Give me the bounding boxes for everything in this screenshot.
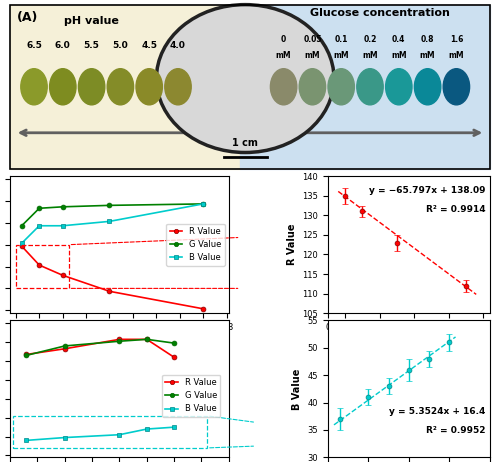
Ellipse shape xyxy=(136,69,162,105)
Text: 1 cm: 1 cm xyxy=(232,138,258,147)
Bar xyxy=(10,5,240,169)
Line: B Value: B Value xyxy=(24,425,176,443)
B Value xyxy=(106,219,112,224)
B Value xyxy=(24,438,30,443)
Line: G Value: G Value xyxy=(20,201,206,228)
Y-axis label: R Value: R Value xyxy=(286,224,296,266)
R Value xyxy=(24,352,30,357)
Text: 4.5: 4.5 xyxy=(141,41,157,50)
G Value xyxy=(106,203,112,208)
Line: B Value: B Value xyxy=(20,201,206,246)
G Value xyxy=(24,353,30,358)
Text: 0.4: 0.4 xyxy=(392,35,406,43)
Ellipse shape xyxy=(21,69,47,105)
G Value xyxy=(36,206,43,211)
B Value xyxy=(62,435,68,440)
Ellipse shape xyxy=(414,69,441,105)
Text: (A): (A) xyxy=(17,11,38,24)
G Value xyxy=(60,204,66,210)
Text: 5.0: 5.0 xyxy=(112,41,128,50)
Ellipse shape xyxy=(50,69,76,105)
R Value xyxy=(36,262,43,268)
Line: R Value: R Value xyxy=(20,244,206,311)
Ellipse shape xyxy=(156,5,334,152)
G Value xyxy=(116,339,122,344)
R Value xyxy=(200,306,206,311)
Text: mM: mM xyxy=(334,51,349,60)
Line: G Value: G Value xyxy=(24,337,176,358)
Text: mM: mM xyxy=(304,51,320,60)
Text: Glucose concentration: Glucose concentration xyxy=(310,8,450,18)
Legend: R Value, G Value, B Value: R Value, G Value, B Value xyxy=(166,224,224,266)
G Value xyxy=(200,201,206,207)
Text: 6.0: 6.0 xyxy=(55,41,70,50)
Text: 5.5: 5.5 xyxy=(84,41,100,50)
Text: 0: 0 xyxy=(281,35,286,43)
Ellipse shape xyxy=(270,69,297,105)
Bar xyxy=(240,5,490,169)
Ellipse shape xyxy=(328,69,354,105)
Text: 6.5: 6.5 xyxy=(26,41,42,50)
Bar xyxy=(16,245,68,288)
Ellipse shape xyxy=(107,69,134,105)
G Value xyxy=(171,340,177,346)
G Value xyxy=(144,337,150,342)
Text: y = −65.797x + 138.09: y = −65.797x + 138.09 xyxy=(368,186,485,195)
Text: 0.1: 0.1 xyxy=(334,35,348,43)
Text: 0.8: 0.8 xyxy=(421,35,434,43)
Ellipse shape xyxy=(386,69,412,105)
Ellipse shape xyxy=(78,69,105,105)
B Value xyxy=(116,432,122,438)
Ellipse shape xyxy=(299,69,326,105)
Text: 1.6: 1.6 xyxy=(450,35,463,43)
B Value xyxy=(36,223,43,229)
G Value xyxy=(18,223,24,229)
Text: 0.2: 0.2 xyxy=(364,35,376,43)
Bar xyxy=(12,416,207,448)
Ellipse shape xyxy=(443,69,469,105)
Text: 0.05: 0.05 xyxy=(303,35,322,43)
Text: R² = 0.9914: R² = 0.9914 xyxy=(426,205,485,214)
R Value xyxy=(18,243,24,249)
Legend: R Value, G Value, B Value: R Value, G Value, B Value xyxy=(162,375,220,417)
Text: mM: mM xyxy=(391,51,406,60)
R Value xyxy=(144,337,150,342)
X-axis label: Glucose concentration (mM): Glucose concentration (mM) xyxy=(337,337,481,346)
B Value xyxy=(144,426,150,432)
Y-axis label: B Value: B Value xyxy=(292,368,302,410)
Text: pH value: pH value xyxy=(64,16,119,26)
Text: mM: mM xyxy=(448,51,464,60)
B Value xyxy=(18,240,24,246)
B Value xyxy=(200,201,206,207)
R Value xyxy=(171,354,177,360)
Ellipse shape xyxy=(357,69,383,105)
Text: mM: mM xyxy=(276,51,291,60)
R Value xyxy=(60,273,66,278)
B Value xyxy=(171,425,177,430)
Text: mM: mM xyxy=(362,51,378,60)
Text: y = 5.3524x + 16.4: y = 5.3524x + 16.4 xyxy=(389,407,485,415)
Text: mM: mM xyxy=(420,51,436,60)
X-axis label: Glucose concentration (mM): Glucose concentration (mM) xyxy=(48,337,192,346)
R Value xyxy=(106,289,112,294)
Line: R Value: R Value xyxy=(24,337,176,360)
R Value xyxy=(62,346,68,352)
Text: R² = 0.9952: R² = 0.9952 xyxy=(426,426,485,435)
B Value xyxy=(60,223,66,229)
G Value xyxy=(62,343,68,349)
Text: 4.0: 4.0 xyxy=(170,41,186,50)
R Value xyxy=(116,337,122,342)
Ellipse shape xyxy=(165,69,191,105)
